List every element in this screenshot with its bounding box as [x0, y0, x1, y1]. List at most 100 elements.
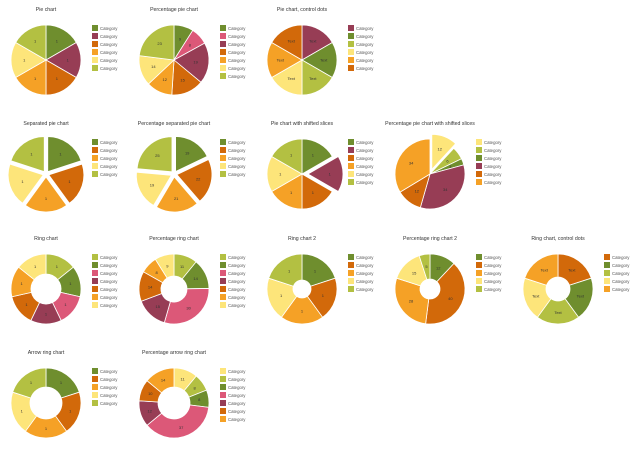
slice-label-6: 8	[156, 270, 159, 275]
legend-label: Category	[612, 254, 630, 260]
legend-item: Category	[220, 40, 245, 48]
legend-item: Category	[92, 375, 117, 383]
legend-swatch	[220, 376, 226, 382]
legend-item: Category	[92, 64, 117, 72]
chart-plot: 12 40 28 15 5	[394, 253, 466, 325]
chart-percentage-pie-chart: Percentage pie chart 9 8 19 15 12 14 23 Category…	[128, 0, 256, 112]
legend-item: Category	[220, 32, 245, 40]
legend-item: Category	[220, 407, 245, 415]
pie-slice-3	[155, 176, 198, 213]
legend-item: Category	[92, 399, 117, 407]
legend-swatch	[476, 163, 482, 169]
legend-item: Category	[220, 269, 245, 277]
legend-label: Category	[100, 270, 118, 276]
slice-label-3: 1	[56, 76, 59, 81]
legend-swatch	[92, 254, 98, 260]
legend-item: Category	[220, 162, 245, 170]
slice-label-5: 5	[425, 264, 428, 269]
chart-ring-chart-control-dots: Ring chart, control dots Text Text Text Text…	[512, 229, 640, 341]
legend-label: Category	[356, 278, 374, 284]
slice-label-1: 1	[59, 151, 62, 156]
legend-swatch	[92, 376, 98, 382]
legend-label: Category	[100, 25, 118, 31]
chart-plot: 9 8 19 15 12 14 23	[138, 24, 210, 96]
legend-label: Category	[612, 262, 630, 268]
legend-label: Category	[356, 286, 374, 292]
chart-plot: 19 22 21 19 25	[135, 136, 213, 213]
slice-label-4: 1	[34, 76, 37, 81]
pie-slice-5	[10, 136, 45, 173]
legend-item: Category	[92, 293, 117, 301]
legend-swatch	[220, 400, 226, 406]
legend-swatch	[476, 139, 482, 145]
legend-label: Category	[100, 163, 118, 169]
legend-item: Category	[348, 138, 373, 146]
legend-label: Category	[484, 147, 502, 153]
legend-swatch	[220, 147, 226, 153]
legend-item: Category	[220, 415, 245, 423]
legend-item: Category	[220, 293, 245, 301]
pie-slice-6	[394, 138, 431, 193]
legend-swatch	[604, 286, 610, 292]
slice-label-1: 1	[60, 380, 63, 385]
ring-segment-5	[268, 253, 303, 287]
slice-label-5: 1	[288, 269, 291, 274]
legend-swatch	[348, 286, 354, 292]
legend-label: Category	[228, 49, 246, 55]
legend-item: Category	[476, 162, 501, 170]
legend-swatch	[220, 368, 226, 374]
chart-plot: Text Text Text Text Text	[522, 253, 594, 325]
legend-label: Category	[100, 368, 118, 374]
slice-label-6: 1	[34, 39, 37, 44]
legend-item: Category	[92, 162, 117, 170]
legend-label: Category	[100, 400, 118, 406]
legend-swatch	[604, 262, 610, 268]
legend-item: Category	[220, 64, 245, 72]
legend-item: Category	[348, 32, 373, 40]
legend-swatch	[92, 392, 98, 398]
slice-label-5: 1	[23, 57, 26, 62]
chart-title: Separated pie chart	[23, 121, 69, 127]
legend-item: Category	[476, 170, 501, 178]
legend-swatch	[92, 25, 98, 31]
chart-plot: 1 1 1 1 1 1	[10, 24, 82, 96]
legend-swatch	[476, 278, 482, 284]
legend-item: Category	[604, 253, 629, 261]
legend-label: Category	[100, 262, 118, 268]
legend-label: Category	[356, 65, 374, 71]
legend-item: Category	[220, 367, 245, 375]
legend-swatch	[92, 139, 98, 145]
slice-label-2: 40	[448, 296, 453, 301]
chart-legend: Category Category Category Category Category…	[348, 24, 373, 72]
legend-swatch	[348, 139, 354, 145]
legend-swatch	[348, 33, 354, 39]
legend-swatch	[92, 155, 98, 161]
legend-item: Category	[220, 24, 245, 32]
slice-label-4: 15	[155, 304, 160, 309]
legend-swatch	[220, 171, 226, 177]
legend-label: Category	[484, 179, 502, 185]
legend-item: Category	[220, 391, 245, 399]
legend-label: Category	[356, 155, 374, 161]
legend-item: Category	[220, 375, 245, 383]
legend-item: Category	[348, 56, 373, 64]
legend-label: Category	[356, 41, 374, 47]
legend-label: Category	[228, 33, 246, 39]
legend-label: Category	[228, 41, 246, 47]
chart-legend: Category Category Category Category Category…	[92, 253, 117, 309]
legend-label: Category	[356, 254, 374, 260]
legend-swatch	[348, 270, 354, 276]
legend-swatch	[220, 294, 226, 300]
legend-label: Category	[228, 278, 246, 284]
legend-item: Category	[476, 277, 501, 285]
legend-swatch	[220, 262, 226, 268]
slice-label-4: 15	[180, 77, 185, 82]
chart-arrow-ring-chart: Arrow ring chart 1 1 1 1 1 Category Category Cat…	[0, 343, 128, 455]
chart-percentage-ring-chart-2: Percentage ring chart 2 12 40 28 15 5 Category…	[384, 229, 512, 341]
legend-label: Category	[100, 65, 118, 71]
slice-label-5: 1	[25, 302, 28, 307]
pie-slice-3	[24, 176, 68, 213]
legend-item: Category	[92, 40, 117, 48]
chart-plot: 11 8 8 37 12 10 14	[138, 367, 210, 439]
